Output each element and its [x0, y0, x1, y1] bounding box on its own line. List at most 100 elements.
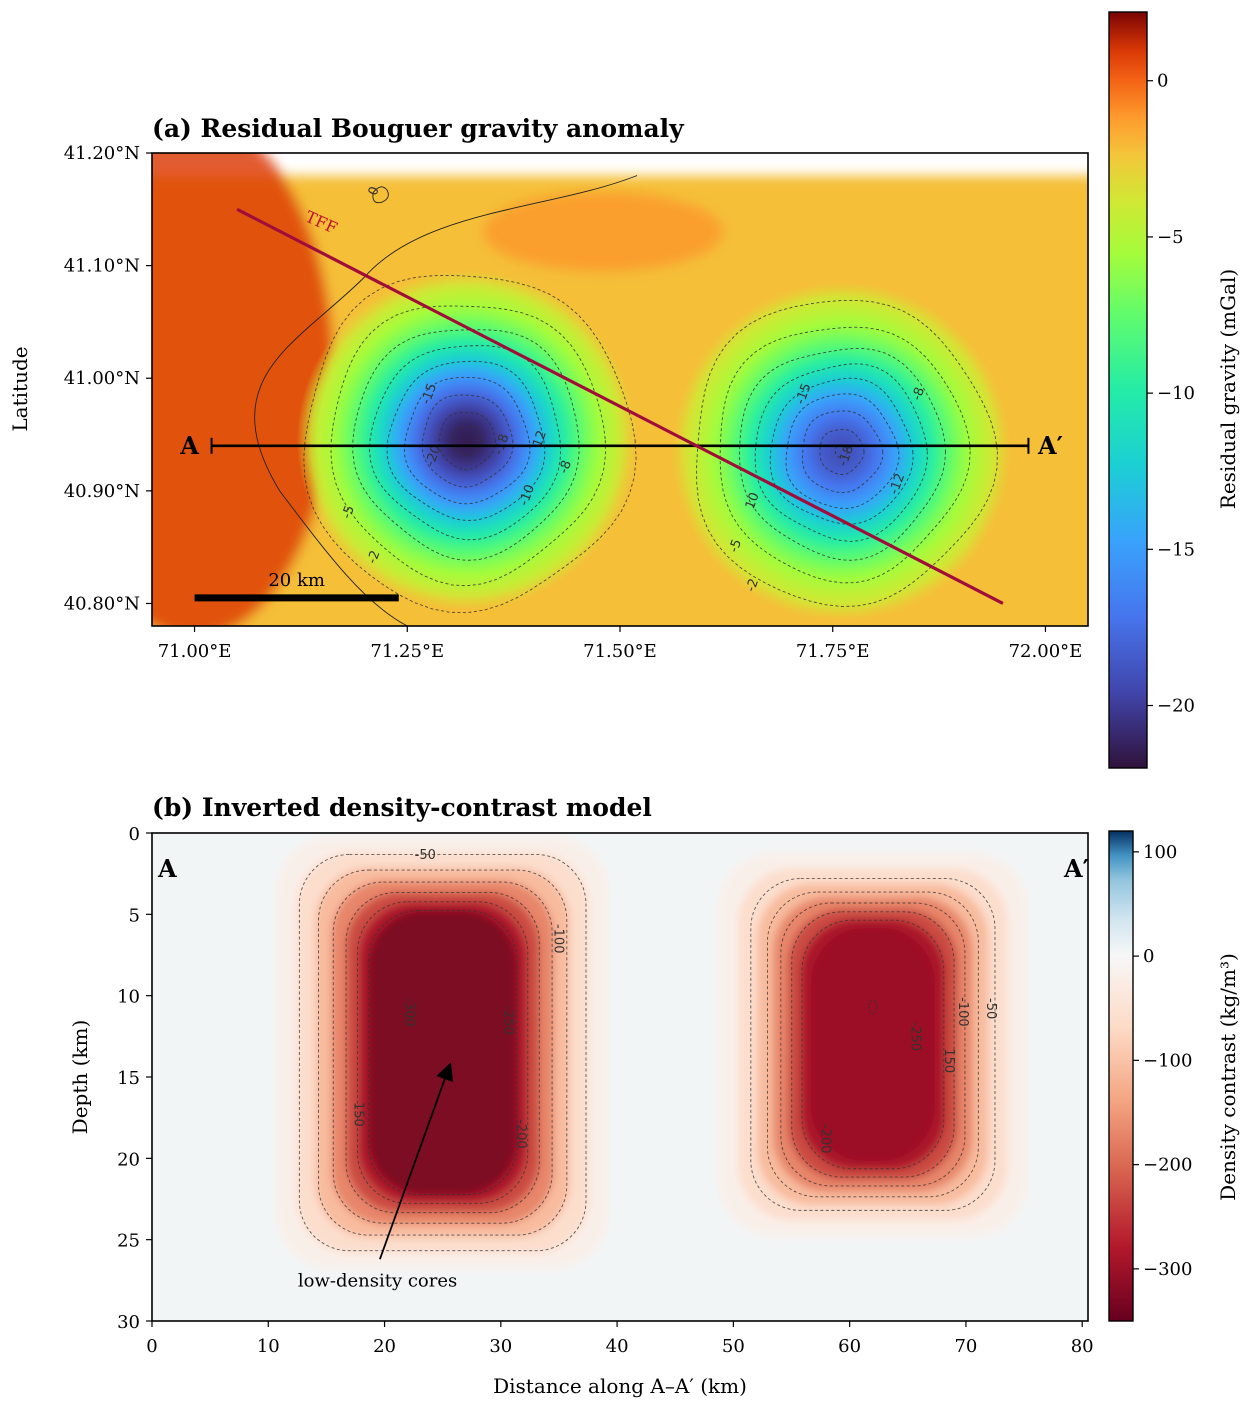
contour-label: -100 [550, 924, 565, 954]
colorbar-gravity-label: Residual gravity (mGal) [1216, 269, 1240, 509]
x-tick-label: 71.25°E [370, 641, 444, 662]
contour-label: 12 [530, 429, 550, 450]
x-tick-label: 10 [257, 1336, 280, 1357]
gravity-low-2 [671, 281, 1012, 622]
contour-line [769, 377, 914, 525]
section-start-label: A [157, 854, 177, 883]
y-tick-label: 10 [117, 987, 140, 1008]
panel-b-title: (b) Inverted density-contrast model [152, 793, 652, 822]
y-tick-label: 0 [129, 824, 140, 845]
contour-line [303, 274, 637, 614]
x-tick-label: 30 [489, 1336, 512, 1357]
colorbar-tick-label: −200 [1143, 1155, 1192, 1176]
contour-line [834, 445, 848, 459]
colorbar-tick-label: 0 [1157, 71, 1168, 92]
contour-label: 150 [941, 1048, 956, 1073]
contour-line [750, 878, 996, 1211]
colorbar-tick-label: −10 [1157, 383, 1195, 404]
contour-label: -5 [727, 537, 746, 554]
contour-line [352, 329, 580, 561]
colorbar-density-bar [1108, 830, 1134, 1322]
section-end-label: A′ [1063, 854, 1089, 883]
gravity-low-1 [296, 270, 637, 611]
contour-label: -15 [419, 381, 440, 406]
profile-end-label: A′ [1037, 431, 1063, 460]
x-tick-label: 70 [954, 1336, 977, 1357]
contour-line [438, 412, 496, 471]
west-high [152, 153, 335, 626]
colorbar-gravity-bar [1108, 11, 1148, 769]
colorbar-tick-label: 0 [1143, 946, 1154, 967]
north-high [482, 191, 723, 272]
contour-line [330, 305, 606, 587]
contour-label: -100 [955, 997, 970, 1027]
y-tick-label: 40.90°N [64, 481, 140, 502]
contour-label: -8 [556, 458, 575, 475]
x-tick-label: 60 [838, 1336, 861, 1357]
contour-label: -5 [339, 504, 358, 521]
contour-label: -50 [983, 998, 998, 1019]
contour-label: -200 [818, 1124, 833, 1154]
x-tick-label: 0 [146, 1336, 157, 1357]
x-tick-label: 50 [722, 1336, 745, 1357]
y-tick-label: 5 [129, 905, 140, 926]
x-tick-label: 71.75°E [796, 641, 870, 662]
contour-line [754, 363, 928, 542]
contour-line [780, 902, 966, 1187]
profile-start-label: A [179, 431, 199, 460]
contour-line [719, 326, 971, 584]
panel-b-ylabel: Depth (km) [68, 1020, 92, 1135]
annotation-arrow [379, 1062, 454, 1260]
colorbar-tick-label: −100 [1143, 1050, 1192, 1071]
x-tick-label: 40 [606, 1336, 629, 1357]
y-tick-label: 15 [117, 1068, 140, 1089]
colorbar-gravity: 0 −5 −10 −15 −20 [1108, 11, 1195, 769]
contour-line [357, 901, 529, 1204]
contour-line [345, 892, 540, 1214]
contour-label: 10 [743, 491, 763, 512]
scale-bar-label: 20 km [268, 570, 325, 591]
colorbar-tick-label: 100 [1143, 842, 1177, 863]
contour-label: -10 [517, 483, 538, 508]
x-tick-label: 20 [373, 1336, 396, 1357]
contour-line [791, 911, 955, 1178]
x-tick-label: 71.00°E [158, 641, 232, 662]
x-tick-label: 72.00°E [1009, 641, 1083, 662]
y-tick-label: 41.10°N [64, 256, 140, 277]
contour-label: -250 [500, 1005, 515, 1035]
contour-line [403, 376, 531, 505]
y-tick-label: 40.80°N [64, 593, 140, 614]
contour-line [766, 891, 979, 1198]
panel-b-xlabel: Distance along A–A′ (km) [493, 1374, 747, 1398]
y-tick-label: 25 [117, 1231, 140, 1252]
contour-line [386, 360, 546, 521]
y-tick-label: 30 [117, 1312, 140, 1333]
contour-line [318, 869, 568, 1236]
contour-label: -15 [793, 381, 814, 406]
zero-contour [254, 175, 638, 626]
contour-label: -300 [401, 997, 416, 1027]
panel-b-plot: -50 -100 -250 -300 150 -200 -100 -50 -250 150 -200… [152, 833, 1089, 1321]
zero-contour-small [372, 186, 389, 204]
contour-label: -250 [907, 1022, 922, 1052]
nodata-strip [152, 153, 1088, 176]
fault-line [236, 207, 1004, 605]
contour-line [819, 429, 865, 475]
colorbar-tick-label: −300 [1143, 1259, 1192, 1280]
contour-line [452, 426, 482, 456]
contour-label: -200 [513, 1119, 528, 1149]
contour-line [421, 394, 514, 488]
colorbar-tick-label: −15 [1157, 539, 1195, 560]
contour-line [785, 393, 900, 509]
contour-line [802, 410, 884, 494]
contour-label: -20 [423, 443, 444, 468]
colorbar-density: 100 0 −100 −200 −300 [1108, 830, 1192, 1322]
panel-a-ylabel: Latitude [8, 346, 32, 431]
y-tick-label: 20 [117, 1149, 140, 1170]
contour-label: -12 [887, 471, 908, 496]
contour-line [801, 919, 945, 1170]
y-tick-label: 41.00°N [64, 368, 140, 389]
density-layer [369, 911, 517, 1194]
